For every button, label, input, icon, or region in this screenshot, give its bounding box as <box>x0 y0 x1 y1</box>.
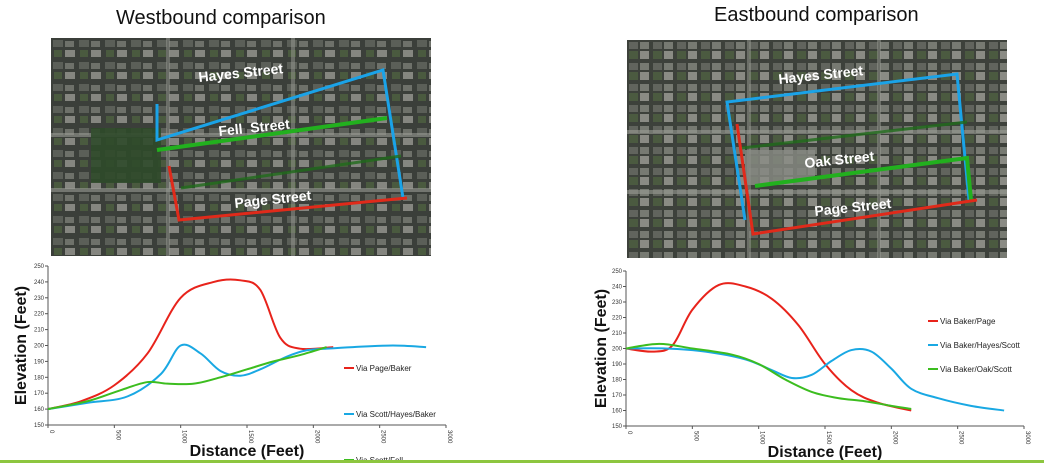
y-tick-label: 250 <box>612 269 623 275</box>
eastbound-elevation-chart: 150 160 170 180 190 200 210 220 230 240 250 0 500 100… <box>576 258 1044 464</box>
westbound-map: Hayes Street Fell Street Page Street <box>51 38 431 256</box>
y-tick-label: 220 <box>34 312 45 318</box>
y-tick-label: 210 <box>34 328 45 334</box>
series-line-2 <box>625 342 912 410</box>
y-tick-label: 230 <box>34 296 45 302</box>
y-tick-label: 240 <box>34 280 45 286</box>
westbound-dark-green-path <box>180 154 402 190</box>
x-tick-label: 1000 <box>181 430 187 444</box>
x-tick-label: 3000 <box>446 430 452 444</box>
y-tick-label: 190 <box>34 359 45 365</box>
y-tick-label: 250 <box>34 264 45 270</box>
y-axis-label: Elevation (Feet) <box>13 286 30 405</box>
westbound-elevation-chart: 150 160 170 180 190 200 210 220 230 240 250 0 500 100… <box>0 258 520 464</box>
y-tick-label: 230 <box>612 300 623 306</box>
x-tick-label: 1500 <box>247 430 253 444</box>
eastbound-red-route <box>735 123 978 236</box>
y-tick-label: 190 <box>612 362 623 368</box>
y-tick-label: 170 <box>612 393 623 399</box>
x-axis-label: Distance (Feet) <box>768 444 883 461</box>
legend-label-0: Via Baker/Page <box>940 317 996 326</box>
x-tick-label: 500 <box>114 430 120 441</box>
westbound-red-route <box>167 165 408 222</box>
series-line-0 <box>47 278 334 411</box>
y-tick-label: 160 <box>612 409 623 415</box>
series-line-1 <box>47 343 427 411</box>
westbound-green-route <box>156 116 388 152</box>
eastbound-blue-route <box>725 72 971 221</box>
eastbound-street-oak: Oak Street <box>804 148 876 171</box>
x-tick-label: 2500 <box>380 430 386 444</box>
legend-label-0: Via Page/Baker <box>356 364 412 373</box>
legend-label-1: Via Scott/Hayes/Baker <box>356 410 436 419</box>
y-tick-label: 150 <box>612 424 623 430</box>
y-tick-label: 210 <box>612 331 623 337</box>
westbound-blue-route <box>155 68 405 199</box>
westbound-title: Westbound comparison <box>116 7 326 29</box>
series-line-1 <box>625 347 1005 412</box>
x-tick-label: 2000 <box>313 430 319 444</box>
y-axis-label: Elevation (Feet) <box>593 289 610 408</box>
footer-divider <box>0 460 1044 463</box>
eastbound-title: Eastbound comparison <box>714 4 919 26</box>
westbound-street-fell: Fell Street <box>218 116 291 139</box>
y-tick-label: 170 <box>34 391 45 397</box>
series-line-0 <box>625 282 912 412</box>
y-tick-label: 150 <box>34 423 45 429</box>
legend-label-2: Via Baker/Oak/Scott <box>940 365 1013 374</box>
y-tick-label: 240 <box>612 285 623 291</box>
eastbound-green-route <box>754 155 973 201</box>
x-tick-label: 3000 <box>1024 431 1030 445</box>
eastbound-dark-green-path <box>741 120 968 150</box>
y-tick-label: 180 <box>34 375 45 381</box>
x-tick-label: 2500 <box>958 431 964 445</box>
series-line-2 <box>47 346 327 411</box>
y-tick-label: 220 <box>612 316 623 322</box>
x-tick-label: 0 <box>626 431 632 435</box>
x-tick-label: 1000 <box>759 431 765 445</box>
x-tick-label: 0 <box>48 430 54 434</box>
y-tick-label: 180 <box>612 378 623 384</box>
eastbound-map: Hayes Street Oak Street Page Street <box>627 40 1007 258</box>
y-tick-label: 160 <box>34 407 45 413</box>
x-tick-label: 2000 <box>891 431 897 445</box>
x-tick-label: 1500 <box>825 431 831 445</box>
y-tick-label: 200 <box>34 344 45 350</box>
legend-label-1: Via Baker/Hayes/Scott <box>940 341 1021 350</box>
x-axis-label: Distance (Feet) <box>190 443 305 460</box>
y-tick-label: 200 <box>612 347 623 353</box>
x-tick-label: 500 <box>692 431 698 442</box>
